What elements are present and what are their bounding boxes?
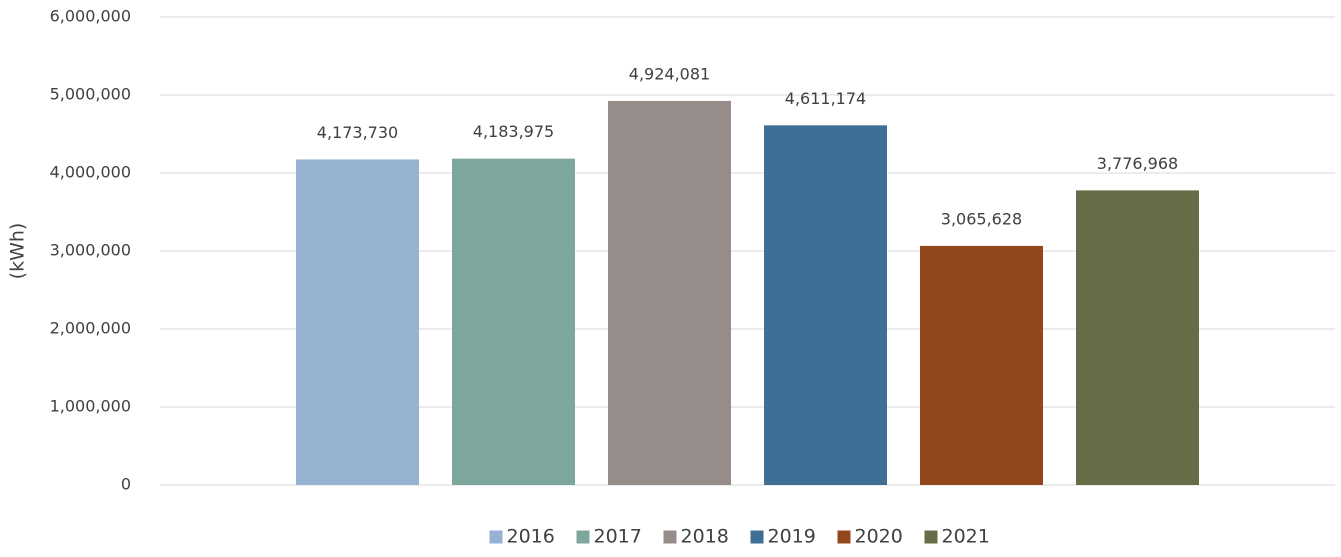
legend-label: 2016 bbox=[507, 526, 555, 548]
value-label: 3,776,968 bbox=[1097, 154, 1178, 173]
legend-label: 2019 bbox=[768, 526, 816, 548]
y-tick-label: 3,000,000 bbox=[50, 241, 131, 260]
value-label: 4,924,081 bbox=[629, 64, 710, 83]
y-tick-label: 5,000,000 bbox=[50, 85, 131, 104]
y-tick-label: 4,000,000 bbox=[50, 163, 131, 182]
legend-swatch bbox=[837, 530, 851, 544]
legend-swatch bbox=[750, 530, 764, 544]
y-tick-label: 2,000,000 bbox=[50, 319, 131, 338]
legend-label: 2020 bbox=[855, 526, 903, 548]
legend-swatch bbox=[663, 530, 677, 544]
legend-label: 2017 bbox=[594, 526, 642, 548]
bar bbox=[608, 100, 731, 485]
y-tick-label: 6,000,000 bbox=[50, 7, 131, 26]
legend-swatch bbox=[489, 530, 503, 544]
value-label: 3,065,628 bbox=[941, 209, 1022, 228]
value-label: 4,611,174 bbox=[785, 89, 866, 108]
bar bbox=[764, 125, 887, 485]
y-tick-label: 0 bbox=[121, 475, 131, 494]
legend-label: 2018 bbox=[681, 526, 729, 548]
value-label: 4,173,730 bbox=[317, 123, 398, 142]
bar bbox=[296, 159, 419, 485]
value-label: 4,183,975 bbox=[473, 122, 554, 141]
y-tick-label: 1,000,000 bbox=[50, 397, 131, 416]
y-axis-label: (kWh) bbox=[7, 223, 29, 280]
bar bbox=[920, 245, 1043, 485]
bar bbox=[452, 158, 575, 485]
legend-label: 2021 bbox=[942, 526, 990, 548]
legend-swatch bbox=[924, 530, 938, 544]
legend-swatch bbox=[576, 530, 590, 544]
bar bbox=[1076, 190, 1199, 486]
